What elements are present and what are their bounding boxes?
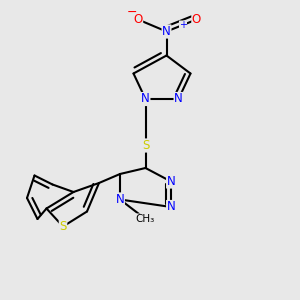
Text: −: −	[127, 5, 137, 19]
Text: N: N	[167, 175, 176, 188]
Text: O: O	[134, 13, 142, 26]
Text: N: N	[141, 92, 150, 106]
Text: N: N	[162, 25, 171, 38]
Text: CH₃: CH₃	[136, 214, 155, 224]
Text: N: N	[116, 193, 124, 206]
Text: S: S	[142, 139, 149, 152]
Text: S: S	[59, 220, 67, 233]
Text: O: O	[192, 13, 201, 26]
Text: +: +	[179, 20, 187, 31]
Text: N: N	[174, 92, 183, 106]
Text: N: N	[167, 200, 176, 214]
